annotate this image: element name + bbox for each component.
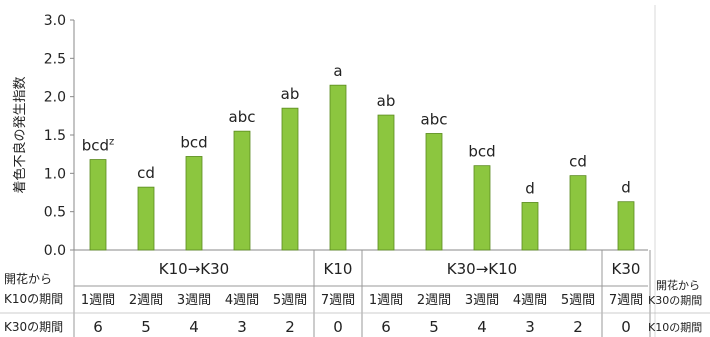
week-label: 4週間 <box>225 293 259 308</box>
bar-annotation: abc <box>421 110 448 128</box>
y-axis: 0.0 0.5 1.0 1.5 2.0 2.5 3.0 着色不良の発生指数 <box>12 5 656 337</box>
bar-annotation: bcdz <box>82 137 115 155</box>
bar <box>425 133 443 251</box>
week-label: 5週間 <box>273 293 307 308</box>
y-tick-label: 0.0 <box>44 243 66 259</box>
y-tick-label: 3.0 <box>44 13 66 29</box>
week-label: 2週間 <box>417 293 451 308</box>
count-label: 2 <box>285 318 295 336</box>
bar-annotation: a <box>333 62 342 80</box>
count-label: 0 <box>621 318 631 336</box>
week-label: 7週間 <box>609 293 643 308</box>
y-tick-label: 1.0 <box>44 166 66 182</box>
bar-labels: bcdz cd bcd abc ab a ab abc bcd d cd d <box>82 62 631 197</box>
y-tick-label: 1.5 <box>44 128 66 144</box>
week-label: 1週間 <box>369 293 403 308</box>
bar-annotation: abc <box>229 108 256 126</box>
right-label: K10の期間 <box>648 321 702 334</box>
week-label: 3週間 <box>177 293 211 308</box>
count-label: 4 <box>189 318 199 336</box>
count-label: 3 <box>525 318 535 336</box>
group-label: K30→K10 <box>447 260 517 278</box>
bar-annotation: d <box>621 179 631 197</box>
bar-annotation: ab <box>377 92 396 110</box>
bar <box>137 186 155 251</box>
count-label: 0 <box>333 318 343 336</box>
count-label: 4 <box>477 318 487 336</box>
count-label: 3 <box>237 318 247 336</box>
y-axis-label: 着色不良の発生指数 <box>12 76 28 193</box>
right-label: K30の期間 <box>648 294 702 307</box>
bar <box>185 156 203 251</box>
bar <box>89 159 107 251</box>
left-label: K10の期間 <box>4 292 63 306</box>
bar-annotation: bcd <box>468 143 495 161</box>
y-tick-label: 0.5 <box>44 205 66 221</box>
group-label: K10 <box>324 260 353 278</box>
left-label: K30の期間 <box>4 320 63 334</box>
bar-annotation: ab <box>281 85 300 103</box>
y-tick-label: 2.0 <box>44 90 66 106</box>
x-axis-table: K10→K30 K10 K30→K10 K30 1週間 2週間 3週間 4週間 5週間 7週間 1週… <box>0 250 710 337</box>
bar <box>569 175 587 251</box>
week-label: 7週間 <box>321 293 355 308</box>
bars <box>89 84 635 251</box>
count-label: 2 <box>573 318 583 336</box>
group-label: K30 <box>612 260 641 278</box>
week-label: 1週間 <box>81 293 115 308</box>
bar <box>473 165 491 251</box>
bar <box>377 114 395 251</box>
week-label: 4週間 <box>513 293 547 308</box>
group-label: K10→K30 <box>159 260 229 278</box>
count-label: 5 <box>141 318 151 336</box>
left-label: 開花から <box>4 271 52 286</box>
week-label: 2週間 <box>129 293 163 308</box>
count-label: 5 <box>429 318 439 336</box>
bar-annotation: cd <box>137 164 155 182</box>
bar <box>281 107 299 251</box>
bar <box>329 84 347 251</box>
bar-annotation: cd <box>569 153 587 171</box>
count-label: 6 <box>381 318 391 336</box>
right-label: 開花から <box>656 279 700 292</box>
week-label: 5週間 <box>561 293 595 308</box>
bar <box>617 201 635 251</box>
bar <box>233 130 251 251</box>
y-tick-label: 2.5 <box>44 51 66 67</box>
week-label: 3週間 <box>465 293 499 308</box>
count-label: 6 <box>93 318 103 336</box>
bar <box>521 202 539 251</box>
bar-annotation: bcd <box>180 133 207 151</box>
annotation-superscript: z <box>109 137 114 148</box>
bar-annotation: d <box>525 179 535 197</box>
